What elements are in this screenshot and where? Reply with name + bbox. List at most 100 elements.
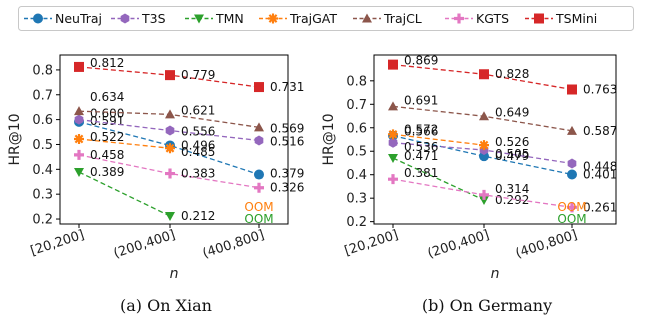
data-label: 0.587: [583, 124, 617, 138]
y-tick-label: 0.3: [32, 188, 53, 203]
chart-panel-xian: 0.2 0.3 0.4 0.5 0.6 0.7 0.8 [20,200] (200,400] (4…: [7, 54, 304, 315]
y-axis-label: HR@10: [7, 113, 23, 165]
data-label: 0.649: [495, 105, 529, 119]
series-line: [392, 133, 485, 146]
panel-caption: (b) On Germany: [422, 296, 552, 315]
data-point: [165, 212, 175, 222]
data-label: 0.401: [583, 167, 617, 181]
series-tmn: 0.471 0.292: [388, 149, 529, 207]
data-point: [567, 202, 577, 213]
legend-item-t3s: T3S: [111, 11, 166, 26]
data-point: [567, 158, 577, 169]
data-point: [165, 125, 175, 136]
data-point: [254, 82, 264, 93]
legend-label: TSMini: [555, 11, 597, 26]
series-line: [78, 121, 260, 176]
data-point: [254, 122, 264, 132]
x-tick-label: (200,400]: [426, 228, 491, 262]
legend-marker: [33, 13, 43, 24]
data-label: 0.471: [404, 149, 438, 163]
legend-marker: [120, 13, 130, 24]
legend-marker: [268, 13, 278, 24]
data-point: [74, 106, 84, 116]
plot-frame: [59, 54, 289, 225]
data-label: 0.516: [270, 134, 304, 148]
data-label: 0.389: [90, 165, 124, 179]
series-trajcl: 0.634 0.621 0.569: [74, 90, 304, 135]
data-point: [479, 140, 489, 151]
oom-label-trajgat: OOM: [557, 200, 586, 214]
legend-label: TrajCL: [383, 11, 422, 26]
legend-label: TMN: [215, 11, 244, 26]
legend-item-tsmini: TSMini: [525, 11, 597, 26]
y-tick-label: 0.2: [32, 213, 53, 228]
data-point: [74, 61, 84, 72]
legend-item-trajgat: TrajGAT: [259, 11, 337, 26]
data-point: [479, 111, 489, 121]
y-tick-label: 0.2: [346, 215, 367, 230]
x-tick-label: [20,200]: [29, 228, 87, 259]
y-tick-label: 0.7: [346, 98, 367, 113]
data-label: 0.479: [495, 149, 529, 163]
x-tick-label: (400,800]: [201, 228, 266, 262]
x-tick-label: (200,400]: [112, 228, 177, 262]
series-line: [392, 157, 485, 201]
data-label: 0.828: [495, 67, 529, 81]
series-line: [78, 171, 171, 217]
data-point: [74, 149, 84, 160]
legend-item-kgts: KGTS: [445, 11, 509, 26]
data-point: [479, 69, 489, 80]
series-tsmini: 0.869 0.828 0.763: [388, 54, 617, 97]
legend-marker: [362, 13, 372, 23]
data-label: 0.621: [181, 103, 215, 117]
data-label: 0.326: [270, 181, 304, 195]
oom-label-tmn: OOM: [557, 212, 586, 226]
data-point: [165, 143, 175, 154]
data-point: [165, 168, 175, 179]
series-t3s: 0.600 0.556 0.516: [74, 107, 304, 148]
data-label: 0.383: [181, 167, 215, 181]
data-label: 0.212: [181, 209, 215, 223]
legend-label: NeuTraj: [55, 11, 102, 26]
y-tick-label: 0.5: [346, 145, 367, 160]
data-point: [165, 70, 175, 81]
data-point: [479, 151, 489, 162]
data-label: 0.566: [404, 125, 438, 139]
data-point: [165, 109, 175, 119]
series-tsmini: 0.812 0.779 0.731: [74, 56, 304, 94]
chart-panel-germany: 0.2 0.3 0.4 0.5 0.6 0.7 0.8 [20,200] (200,400] (4…: [321, 54, 617, 315]
data-label: 0.496: [181, 138, 215, 152]
series-trajgat: 0.572 0.526: [388, 122, 529, 151]
data-point: [479, 189, 489, 200]
data-label: 0.536: [404, 140, 438, 154]
series-tmn: 0.389 0.212: [74, 165, 215, 223]
data-point: [74, 134, 84, 145]
y-tick-label: 0.5: [32, 138, 53, 153]
data-label: 0.505: [495, 147, 529, 161]
data-point: [254, 169, 264, 180]
oom-label-tmn: OOM: [244, 212, 273, 226]
data-label: 0.763: [583, 83, 617, 97]
series-line: [392, 135, 573, 176]
data-label: 0.591: [90, 114, 124, 128]
legend-marker: [454, 13, 464, 24]
y-tick-label: 0.4: [346, 168, 367, 183]
data-point: [254, 135, 264, 146]
data-label: 0.812: [90, 56, 124, 70]
data-point: [74, 168, 84, 178]
x-axis-label: n: [491, 266, 500, 282]
data-point: [567, 125, 577, 135]
x-tick-label: [20,200]: [343, 228, 401, 259]
data-label: 0.381: [404, 166, 438, 180]
x-tick-label: (400,800]: [514, 228, 579, 262]
panel-caption: (a) On Xian: [120, 296, 212, 315]
y-tick-label: 0.8: [346, 74, 367, 89]
data-point: [479, 196, 489, 206]
series-trajgat: 0.522 0.485: [74, 130, 215, 159]
series-line: [78, 138, 171, 149]
data-point: [388, 174, 398, 185]
data-label: 0.691: [404, 93, 438, 107]
data-point: [254, 182, 264, 193]
data-label: 0.314: [495, 182, 529, 196]
